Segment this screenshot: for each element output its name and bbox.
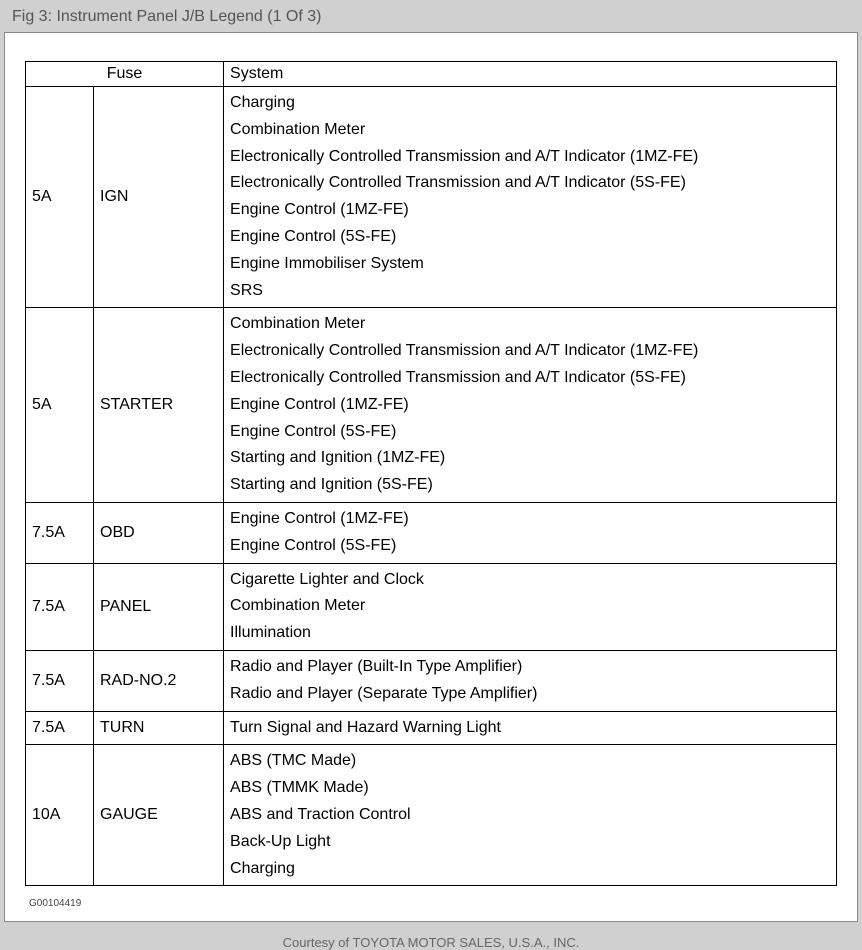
fuse-name-cell: STARTER	[94, 308, 224, 503]
fuse-name-cell: TURN	[94, 711, 224, 745]
table-row: 5ASTARTERCombination MeterElectronically…	[26, 308, 837, 503]
fuse-amp-cell: 7.5A	[26, 502, 94, 563]
header-fuse: Fuse	[26, 62, 224, 87]
system-line: Engine Control (5S-FE)	[230, 533, 830, 560]
table-row: 10AGAUGEABS (TMC Made)ABS (TMMK Made)ABS…	[26, 745, 837, 886]
table-row: 7.5APANELCigarette Lighter and ClockComb…	[26, 563, 837, 650]
system-line: Illumination	[230, 620, 830, 647]
system-cell: Radio and Player (Built-In Type Amplifie…	[224, 650, 837, 711]
system-line: Engine Control (5S-FE)	[230, 224, 830, 251]
system-line: Back-Up Light	[230, 829, 830, 856]
fuse-amp-cell: 5A	[26, 308, 94, 503]
fuse-amp-cell: 10A	[26, 745, 94, 886]
system-line: Electronically Controlled Transmission a…	[230, 365, 830, 392]
system-line: Engine Control (5S-FE)	[230, 419, 830, 446]
system-line: Radio and Player (Separate Type Amplifie…	[230, 681, 830, 708]
system-line: Cigarette Lighter and Clock	[230, 567, 830, 594]
fuse-amp-cell: 7.5A	[26, 711, 94, 745]
system-cell: Cigarette Lighter and ClockCombination M…	[224, 563, 837, 650]
system-line: Engine Control (1MZ-FE)	[230, 197, 830, 224]
fuse-legend-table: Fuse System 5AIGNChargingCombination Met…	[25, 61, 837, 886]
system-line: ABS (TMC Made)	[230, 748, 830, 775]
system-cell: ChargingCombination MeterElectronically …	[224, 87, 837, 308]
system-line: ABS and Traction Control	[230, 802, 830, 829]
system-line: Engine Control (1MZ-FE)	[230, 506, 830, 533]
system-line: ABS (TMMK Made)	[230, 775, 830, 802]
system-line: Starting and Ignition (5S-FE)	[230, 472, 830, 499]
fuse-amp-cell: 7.5A	[26, 650, 94, 711]
system-line: Charging	[230, 90, 830, 117]
document-id: G00104419	[29, 898, 837, 909]
fuse-amp-cell: 5A	[26, 87, 94, 308]
system-line: Electronically Controlled Transmission a…	[230, 338, 830, 365]
system-cell: Turn Signal and Hazard Warning Light	[224, 711, 837, 745]
system-line: Starting and Ignition (1MZ-FE)	[230, 445, 830, 472]
fuse-name-cell: IGN	[94, 87, 224, 308]
table-row: 7.5ATURNTurn Signal and Hazard Warning L…	[26, 711, 837, 745]
system-line: Combination Meter	[230, 593, 830, 620]
table-row: 7.5ARAD-NO.2Radio and Player (Built-In T…	[26, 650, 837, 711]
table-header-row: Fuse System	[26, 62, 837, 87]
courtesy-text: Courtesy of TOYOTA MOTOR SALES, U.S.A., …	[25, 935, 837, 950]
system-cell: ABS (TMC Made)ABS (TMMK Made)ABS and Tra…	[224, 745, 837, 886]
fuse-name-cell: PANEL	[94, 563, 224, 650]
fuse-name-cell: OBD	[94, 502, 224, 563]
system-cell: Combination MeterElectronically Controll…	[224, 308, 837, 503]
system-line: Electronically Controlled Transmission a…	[230, 144, 830, 171]
table-row: 5AIGNChargingCombination MeterElectronic…	[26, 87, 837, 308]
system-line: Engine Immobiliser System	[230, 251, 830, 278]
system-line: Radio and Player (Built-In Type Amplifie…	[230, 654, 830, 681]
fuse-name-cell: RAD-NO.2	[94, 650, 224, 711]
system-line: Charging	[230, 856, 830, 883]
content-panel: Fuse System 5AIGNChargingCombination Met…	[4, 32, 858, 922]
system-line: Turn Signal and Hazard Warning Light	[230, 715, 830, 742]
system-line: Electronically Controlled Transmission a…	[230, 170, 830, 197]
system-cell: Engine Control (1MZ-FE)Engine Control (5…	[224, 502, 837, 563]
system-line: SRS	[230, 278, 830, 305]
figure-title: Fig 3: Instrument Panel J/B Legend (1 Of…	[2, 2, 860, 32]
system-line: Combination Meter	[230, 117, 830, 144]
fuse-name-cell: GAUGE	[94, 745, 224, 886]
fuse-amp-cell: 7.5A	[26, 563, 94, 650]
system-line: Engine Control (1MZ-FE)	[230, 392, 830, 419]
table-row: 7.5AOBDEngine Control (1MZ-FE)Engine Con…	[26, 502, 837, 563]
header-system: System	[224, 62, 837, 87]
system-line: Combination Meter	[230, 311, 830, 338]
document-frame: Fig 3: Instrument Panel J/B Legend (1 Of…	[0, 0, 862, 930]
